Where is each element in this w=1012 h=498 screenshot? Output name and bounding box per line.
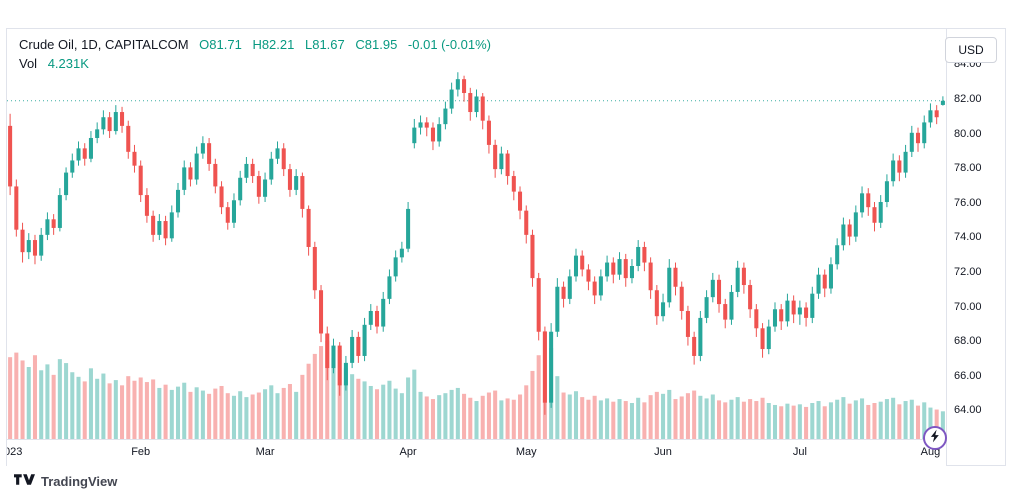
tradingview-watermark[interactable]: TradingView [14, 473, 117, 489]
price-tick-label: 78.00 [954, 162, 982, 175]
change-value: -0.01 (-0.01%) [407, 37, 492, 52]
price-tick-label: 76.00 [954, 196, 982, 209]
volume-value: 4.231K [47, 56, 89, 71]
time-tick-label: Apr [399, 446, 417, 458]
time-tick-label: Jul [792, 446, 807, 458]
price-tick-label: 64.00 [954, 404, 982, 417]
tradingview-label: TradingView [41, 473, 118, 489]
chart-panel: Crude Oil, 1D, CAPITALCOM O81.71 H82.21 … [6, 28, 1006, 466]
time-tick-label: Feb [131, 446, 151, 458]
price-tick-label: 80.00 [954, 127, 982, 140]
plot-area[interactable]: Crude Oil, 1D, CAPITALCOM O81.71 H82.21 … [7, 29, 946, 439]
ohlc-high-value: H82.21 [252, 37, 295, 52]
volume-label: Vol [19, 56, 38, 71]
tradingview-logo-icon [14, 473, 35, 489]
time-axis[interactable]: 2023FebMarAprMayJunJulAug [7, 439, 946, 466]
price-tick-label: 70.00 [954, 300, 982, 313]
currency-usd-button[interactable]: USD [945, 37, 997, 63]
ohlc-low-value: L81.67 [304, 37, 345, 52]
time-tick-label: Mar [255, 446, 275, 458]
price-tick-label: 72.00 [954, 265, 982, 278]
price-axis[interactable]: 84.00 82.00 80.00 78.00 76.00 74.00 72.00 70.00… [946, 29, 1005, 465]
instant-trading-button[interactable] [923, 426, 947, 450]
price-tick-label: 74.00 [954, 231, 982, 244]
symbol-title[interactable]: Crude Oil, 1D, CAPITALCOM [19, 37, 189, 52]
ohlc-open-value: O81.71 [199, 37, 242, 52]
time-tick-label: May [515, 446, 537, 458]
time-tick-label: Jun [654, 446, 672, 458]
chart-legend[interactable]: Crude Oil, 1D, CAPITALCOM O81.71 H82.21 … [19, 37, 491, 71]
price-tick-label: 66.00 [954, 369, 982, 382]
price-tick-label: 68.00 [954, 335, 982, 348]
candlestick-chart[interactable] [7, 29, 946, 439]
price-tick-label: 82.00 [954, 92, 982, 105]
lightning-bolt-icon [930, 429, 941, 448]
time-tick-label: 2023 [7, 446, 23, 458]
ohlc-close-value: C81.95 [355, 37, 398, 52]
